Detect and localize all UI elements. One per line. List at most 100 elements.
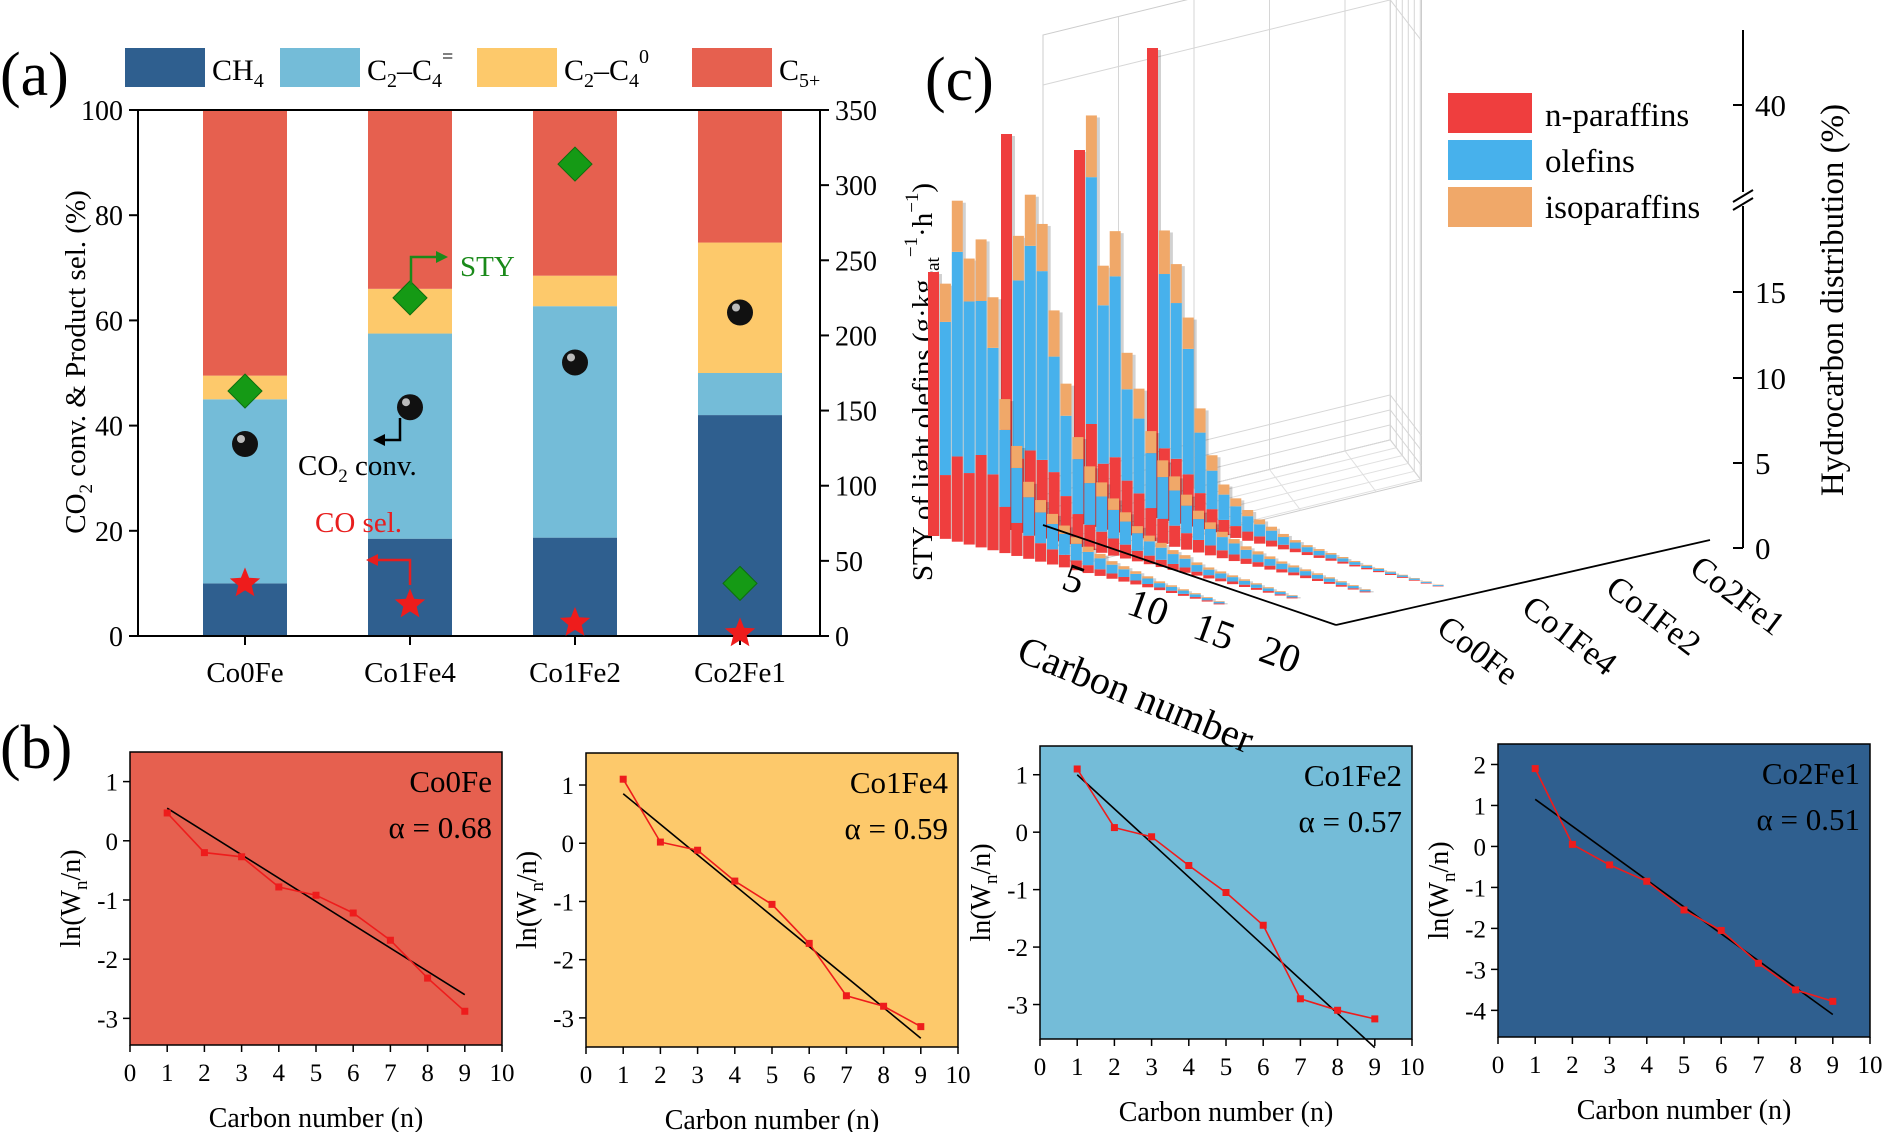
data-point-Co2Fe1 (1643, 877, 1651, 885)
bar-Co0Fe-n7-n-paraffins (999, 506, 1011, 554)
xtick-label-b: 6 (347, 1060, 360, 1087)
sty-diamond-Co0Fe (227, 373, 263, 409)
bar-Co1Fe4-n12-olefins (1131, 533, 1143, 551)
bar-Co1Fe2-n3-isoparaffins (1097, 265, 1109, 306)
markers-a (227, 146, 758, 647)
bar-Co1Fe4-n14-olefins (1155, 547, 1167, 560)
bar-Co0Fe-n8-olefins (1011, 467, 1023, 523)
ztick-label-c: 5 (1755, 446, 1771, 481)
bar-Co1Fe2-n21-isoparaffins (1312, 573, 1323, 575)
bar-Co1Fe4-n22-n-paraffins (1250, 587, 1262, 590)
bar-Co1Fe2-n11-isoparaffins (1193, 510, 1204, 520)
bar-Co1Fe4-n10-olefins (1108, 509, 1120, 539)
bar-Co2Fe1-n3-olefins (1170, 303, 1182, 459)
bar-shade-Co1Fe2-n24 (1358, 587, 1362, 590)
bar-Co1Fe2-n24-isoparaffins (1347, 585, 1359, 587)
bar-Co1Fe4-0 (368, 538, 452, 636)
xtick-label-b: 1 (1529, 1052, 1542, 1079)
bar-shade-Co1Fe2-n23 (1346, 583, 1350, 587)
bar-Co0Fe-n7-isoparaffins (999, 399, 1011, 430)
bar-Co1Fe2-n21-olefins (1312, 574, 1323, 579)
xlabel-b: Carbon number (n) (1119, 1097, 1334, 1128)
bar-Co2Fe1-n19-olefins (1361, 565, 1373, 568)
bar-Co1Fe4-n20-n-paraffins (1227, 581, 1239, 585)
ylabel-b-part: /n) (1424, 841, 1455, 872)
xtick-label-b: 3 (235, 1060, 248, 1087)
xtick-label-b: 0 (124, 1060, 137, 1087)
bar-Co1Fe2-n17-olefins (1264, 559, 1276, 566)
bar-Co1Fe2-n21-n-paraffins (1312, 578, 1323, 581)
bar-Co2Fe1-n20-olefins (1373, 568, 1385, 571)
bar-Co2Fe1-n17-olefins (1337, 558, 1349, 562)
bar-Co1Fe2-n9-olefins (1169, 490, 1181, 526)
bar-Co0Fe-n16-n-paraffins (1106, 573, 1118, 579)
xtick-label-b: 2 (1566, 1052, 1579, 1079)
bar-Co2Fe1-n11-n-paraffins (1266, 540, 1277, 547)
data-point-Co2Fe1 (1568, 840, 1576, 848)
bar-Co1Fe4-n23-isoparaffins (1262, 587, 1274, 589)
bar-Co1Fe2-2 (533, 275, 617, 307)
bar-Co1Fe2-n7-n-paraffins (1145, 508, 1157, 542)
bar-Co1Fe4-n13-isoparaffins (1143, 535, 1155, 542)
xtick-label-b: 7 (840, 1062, 853, 1089)
bar-Co1Fe4-n15-n-paraffins (1167, 563, 1179, 570)
bar-Co1Fe4-n4-isoparaffins (1036, 223, 1048, 272)
bar-Co1Fe4-n25-isoparaffins (1286, 595, 1298, 596)
bar-Co0Fe-n2-isoparaffins (939, 283, 951, 322)
bar-Co1Fe4-n3-isoparaffins (1024, 194, 1036, 246)
xtick-label-b: 6 (1715, 1052, 1728, 1079)
bar-Co1Fe4-n15-olefins (1167, 554, 1179, 564)
bar-Co0Fe-3 (203, 110, 287, 376)
data-point-Co1Fe2 (1110, 824, 1118, 832)
bar-shade-Co1Fe2-n25 (1370, 591, 1374, 593)
y2tick-label-a: 100 (835, 472, 877, 503)
bar-Co1Fe2-n24-olefins (1347, 586, 1359, 589)
bar-Co1Fe2-n18-olefins (1276, 563, 1288, 570)
legend-label-olefins: olefins (1545, 144, 1635, 180)
plot-frame-a (137, 109, 821, 637)
alpha-label-Co2Fe1: α = 0.51 (1757, 802, 1860, 837)
bar-Co0Fe-n20-n-paraffins (1154, 587, 1166, 591)
grid-line-z (1042, 394, 1422, 481)
bar-Co0Fe-n8-isoparaffins (1011, 445, 1023, 468)
bar-Co1Fe2-n16-n-paraffins (1252, 562, 1264, 567)
bar-Co0Fe-n14-n-paraffins (1082, 565, 1094, 574)
bar-Co2Fe1-n16-olefins (1325, 554, 1337, 559)
bar-Co1Fe4-n7-isoparaffins (1072, 437, 1084, 460)
bar-shade-Co0Fe-n24 (1212, 599, 1216, 602)
xlabel-b: Carbon number (n) (1577, 1095, 1792, 1126)
data-point-Co1Fe4 (805, 939, 813, 947)
data-point-Co1Fe4 (768, 900, 776, 908)
xtick-label-b: 10 (1400, 1054, 1425, 1081)
bar-Co2Fe1-n11-olefins (1266, 530, 1277, 541)
ytick-label-a: 40 (95, 412, 123, 443)
data-point-Co1Fe4 (619, 775, 627, 783)
axis-break-mark (1732, 197, 1754, 211)
grid-line-floor (1269, 469, 1302, 511)
ztick-label-c: 0 (1755, 531, 1771, 566)
bar-Co1Fe2-n25-n-paraffins (1359, 591, 1371, 593)
sty-diamond-Co1Fe4 (392, 280, 428, 316)
bar-Co1Fe2-n22-n-paraffins (1323, 581, 1335, 584)
bar-Co0Fe-n6-n-paraffins (987, 474, 999, 551)
co-sel-star-Co0Fe (229, 567, 261, 597)
bar-Co0Fe-n17-n-paraffins (1118, 576, 1130, 582)
bar-Co1Fe2-n20-isoparaffins (1300, 569, 1312, 572)
bar-Co1Fe2-n18-n-paraffins (1276, 569, 1288, 573)
ytick-label-b: -2 (553, 948, 574, 975)
bar-Co2Fe1-n13-isoparaffins (1289, 540, 1301, 543)
axis-break-mark (1732, 189, 1754, 203)
bar-Co2Fe1-n23-isoparaffins (1408, 578, 1420, 579)
bar-Co1Fe4-n21-isoparaffins (1239, 579, 1250, 581)
bar-Co0Fe-n13-olefins (1070, 543, 1082, 561)
bar-Co1Fe2-n19-isoparaffins (1288, 565, 1300, 568)
y2tick-label-a: 50 (835, 547, 863, 578)
ztick-label-c: 10 (1755, 361, 1786, 396)
axes-a: 0 20 40 60 80 100 0 50 100 150 200 250 300 350 Co0Fe Co… (81, 96, 877, 689)
subplot-name-Co1Fe2: Co1Fe2 (1304, 758, 1402, 793)
co2-conv-ball-highlight-Co1Fe2 (567, 353, 575, 362)
ylabel-a: CO2 conv. & Product sel. (%) (60, 190, 97, 534)
ztick-label-c: 15 (1755, 275, 1786, 310)
bar-Co2Fe1-n11-isoparaffins (1266, 526, 1277, 531)
data-point-Co0Fe (386, 936, 394, 944)
